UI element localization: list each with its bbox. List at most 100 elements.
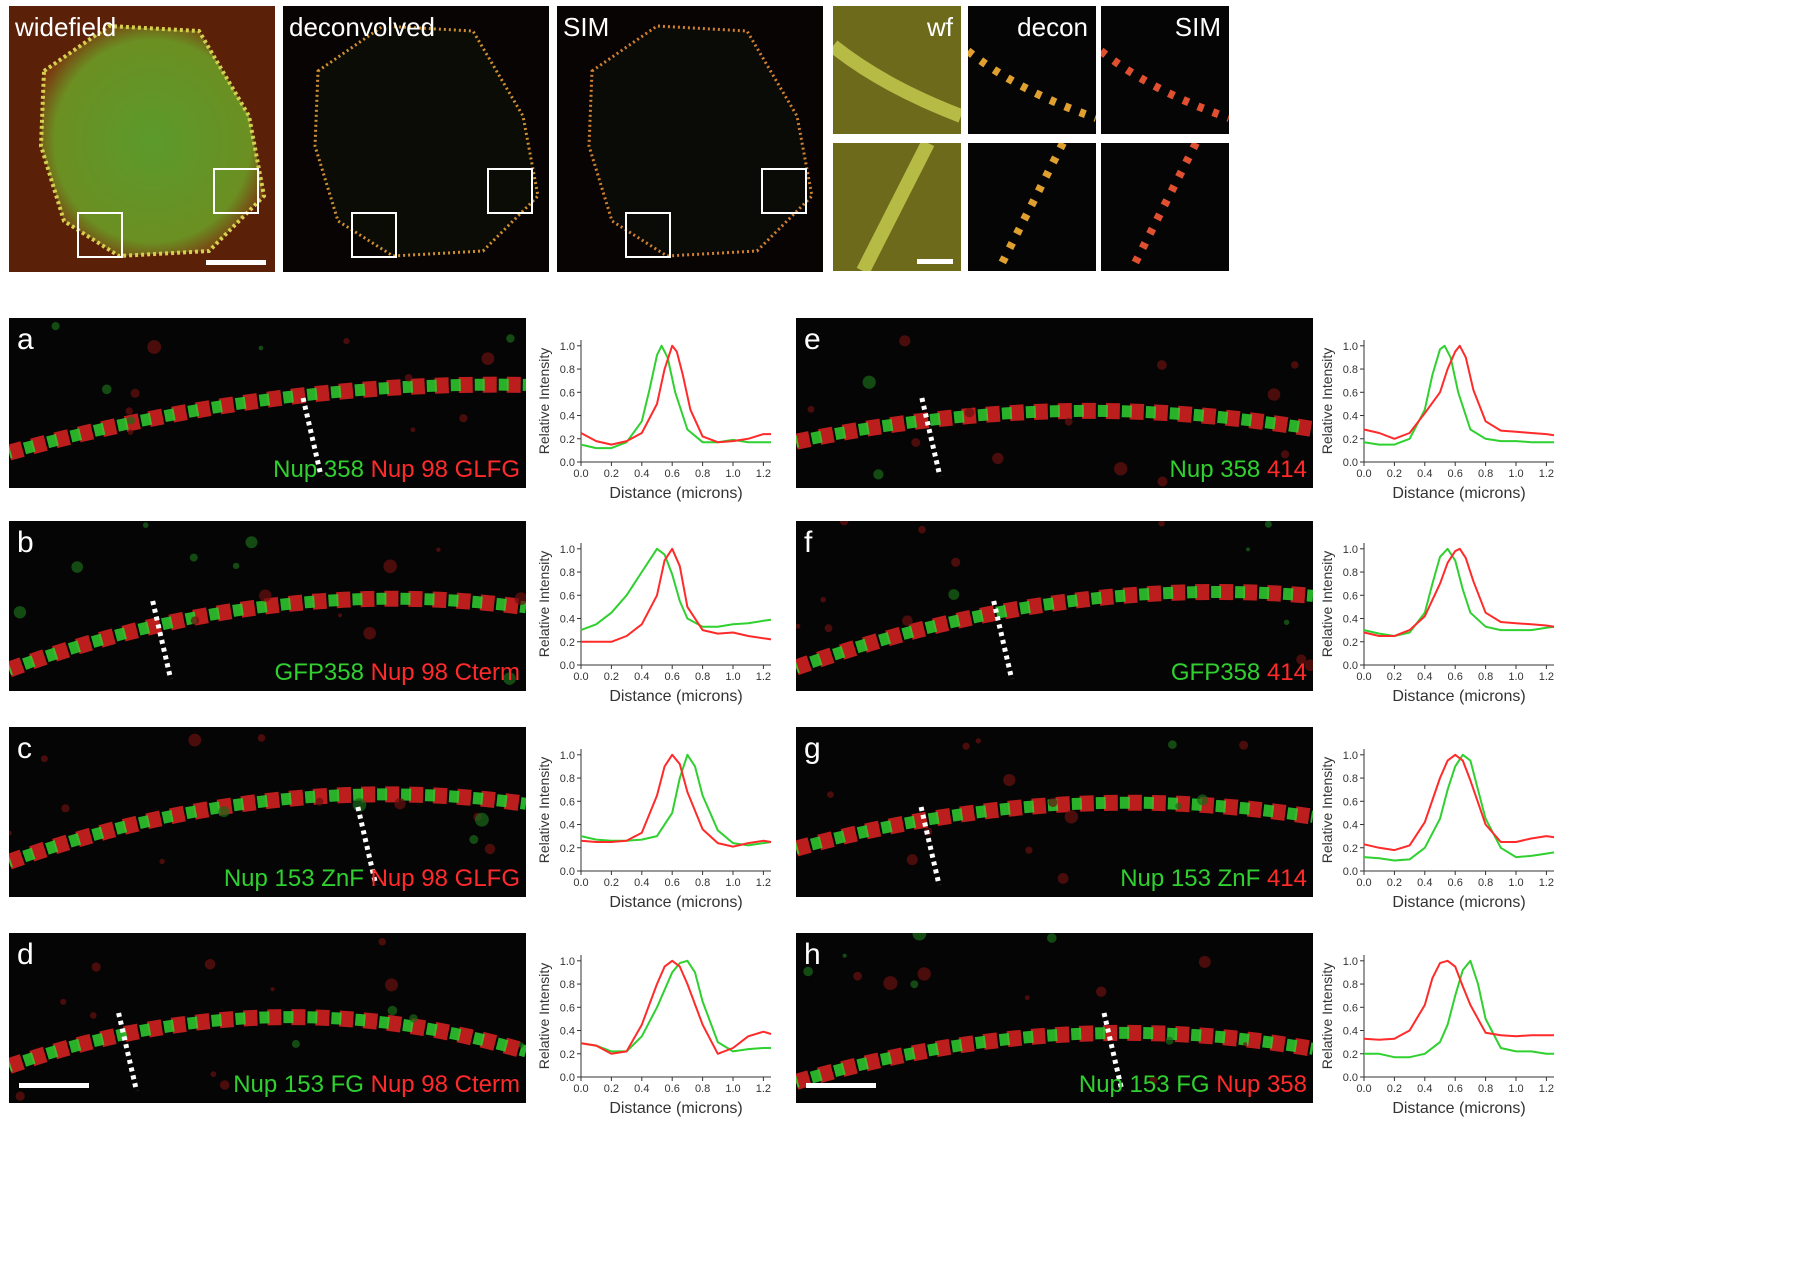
panel-letter: h: [804, 938, 821, 971]
green-series-line: [1364, 959, 1554, 1059]
y-axis-label: Relative Intensity: [1319, 963, 1335, 1070]
x-tick-label: 1.0: [1508, 877, 1523, 889]
sim-label: SIM: [563, 12, 610, 42]
y-tick-label: 0.0: [1343, 1072, 1358, 1084]
x-tick-label: 0.4: [634, 671, 649, 683]
x-tick-label: 0.4: [634, 468, 649, 480]
panel-caption: Nup 358 414: [1170, 456, 1307, 484]
wf-inset-label: wf: [927, 12, 953, 42]
scale-bar: [806, 1083, 876, 1088]
x-tick-label: 0.8: [695, 877, 710, 889]
y-tick-label: 0.4: [1343, 820, 1358, 832]
y-tick-label: 0.6: [1343, 1002, 1358, 1014]
red-channel-label: 414: [1260, 659, 1307, 686]
y-tick-label: 0.2: [560, 637, 575, 649]
x-tick-label: 1.0: [725, 877, 740, 889]
x-tick-label: 0.2: [604, 1083, 619, 1095]
line-chart: 0.0 0.2 0.4 0.6 0.8 1.0 1.2 0.0 0.2 0.4 0.6 0.8 1.0 D…: [536, 340, 771, 502]
panel-letter: f: [804, 526, 813, 559]
y-tick-label: 0.0: [560, 866, 575, 878]
green-channel-label: Nup 153 ZnF: [1120, 865, 1261, 892]
decon-inset-top: decon: [968, 6, 1096, 134]
y-tick-label: 0.4: [1343, 411, 1358, 423]
y-tick-label: 1.0: [560, 956, 575, 968]
x-tick-label: 1.0: [725, 468, 740, 480]
panel-letter: d: [17, 938, 34, 971]
red-channel-label: 414: [1260, 865, 1307, 892]
panel-c-plot: 0.0 0.2 0.4 0.6 0.8 1.0 1.2 0.0 0.2 0.4 0.6 0.8 1.0 D…: [535, 737, 775, 917]
red-channel-label: Nup 98 GLFG: [363, 456, 520, 483]
sim-inset-top: SIM: [1101, 6, 1229, 134]
x-tick-label: 0.4: [1417, 671, 1432, 683]
y-tick-label: 0.8: [560, 979, 575, 991]
panel-f-plot: 0.0 0.2 0.4 0.6 0.8 1.0 1.2 0.0 0.2 0.4 0.6 0.8 1.0 D…: [1318, 531, 1558, 711]
panel-letter: c: [17, 732, 32, 765]
x-tick-label: 1.0: [725, 1083, 740, 1095]
y-tick-label: 1.0: [1343, 544, 1358, 556]
panel-caption: Nup 153 FG Nup 358: [1079, 1071, 1307, 1099]
green-series-line: [1363, 753, 1555, 862]
y-tick-label: 0.6: [560, 796, 575, 808]
y-axis-label: Relative Intensity: [536, 963, 552, 1070]
panel-caption: GFP358 414: [1171, 659, 1307, 687]
x-axis-label: Distance (microns): [1392, 688, 1525, 705]
y-tick-label: 0.6: [1343, 387, 1358, 399]
y-tick-label: 0.4: [1343, 1026, 1358, 1038]
scale-bar: [206, 260, 266, 265]
x-tick-label: 0.0: [1356, 468, 1371, 480]
x-tick-label: 0.8: [695, 671, 710, 683]
red-channel-label: Nup 98 GLFG: [363, 865, 520, 892]
x-tick-label: 0.6: [1448, 468, 1463, 480]
red-series-line: [581, 547, 772, 643]
red-channel-label: Nup 98 Cterm: [363, 659, 520, 686]
roi-box: [487, 168, 533, 214]
panel-letter: g: [804, 732, 821, 765]
axes: [580, 749, 771, 872]
x-tick-label: 1.2: [1539, 1083, 1554, 1095]
panel-g-image: g Nup 153 ZnF 414: [796, 727, 1313, 897]
x-tick-label: 0.0: [1356, 671, 1371, 683]
x-tick-label: 0.0: [1356, 1083, 1371, 1095]
panel-b-image: b GFP358 Nup 98 Cterm: [9, 521, 526, 691]
y-tick-label: 0.4: [1343, 614, 1358, 626]
panel-a-plot: 0.0 0.2 0.4 0.6 0.8 1.0 1.2 0.0 0.2 0.4 0.6 0.8 1.0 D…: [535, 328, 775, 508]
x-tick-label: 0.4: [1417, 877, 1432, 889]
x-tick-label: 1.0: [1508, 1083, 1523, 1095]
deconvolved-image: deconvolved: [283, 6, 549, 272]
axes: [1363, 749, 1554, 872]
y-tick-label: 0.0: [1343, 457, 1358, 469]
x-tick-label: 0.6: [1448, 671, 1463, 683]
x-axis-label: Distance (microns): [609, 485, 742, 502]
x-tick-label: 1.2: [756, 1083, 771, 1095]
panel-c-image: c Nup 153 ZnF Nup 98 GLFG: [9, 727, 526, 897]
x-tick-label: 0.6: [665, 1083, 680, 1095]
line-chart: 0.0 0.2 0.4 0.6 0.8 1.0 1.2 0.0 0.2 0.4 0.6 0.8 1.0 D…: [536, 749, 772, 911]
green-series-line: [580, 344, 771, 450]
panel-letter: b: [17, 526, 34, 559]
widefield-label: widefield: [15, 12, 117, 42]
y-tick-label: 0.2: [1343, 843, 1358, 855]
y-tick-label: 1.0: [560, 341, 575, 353]
green-channel-label: Nup 153 FG: [233, 1071, 364, 1098]
x-tick-label: 0.2: [604, 877, 619, 889]
y-axis-label: Relative Intensity: [536, 551, 552, 658]
red-channel-label: 414: [1260, 456, 1307, 483]
x-tick-label: 0.2: [1387, 1083, 1402, 1095]
decon-inset-bottom: [968, 143, 1096, 271]
y-tick-label: 0.4: [560, 614, 575, 626]
panel-e-image: e Nup 358 414: [796, 318, 1313, 488]
y-axis-label: Relative Intensity: [1319, 757, 1335, 864]
sim-inset-label: SIM: [1174, 12, 1221, 42]
panel-a-image: a Nup 358 Nup 98 GLFG: [9, 318, 526, 488]
green-channel-label: Nup 358: [1169, 456, 1261, 483]
x-tick-label: 0.0: [573, 468, 588, 480]
axes: [1363, 543, 1554, 666]
panel-caption: Nup 153 ZnF Nup 98 GLFG: [224, 865, 520, 893]
line-chart: 0.0 0.2 0.4 0.6 0.8 1.0 1.2 0.0 0.2 0.4 0.6 0.8 1.0 D…: [1319, 955, 1554, 1117]
sim-inset-bottom: [1101, 143, 1229, 271]
panel-f-image: f GFP358 414: [796, 521, 1313, 691]
y-axis-label: Relative Intensity: [1319, 551, 1335, 658]
y-tick-label: 0.2: [1343, 434, 1358, 446]
roi-box: [625, 212, 671, 258]
x-axis-label: Distance (microns): [609, 894, 742, 911]
